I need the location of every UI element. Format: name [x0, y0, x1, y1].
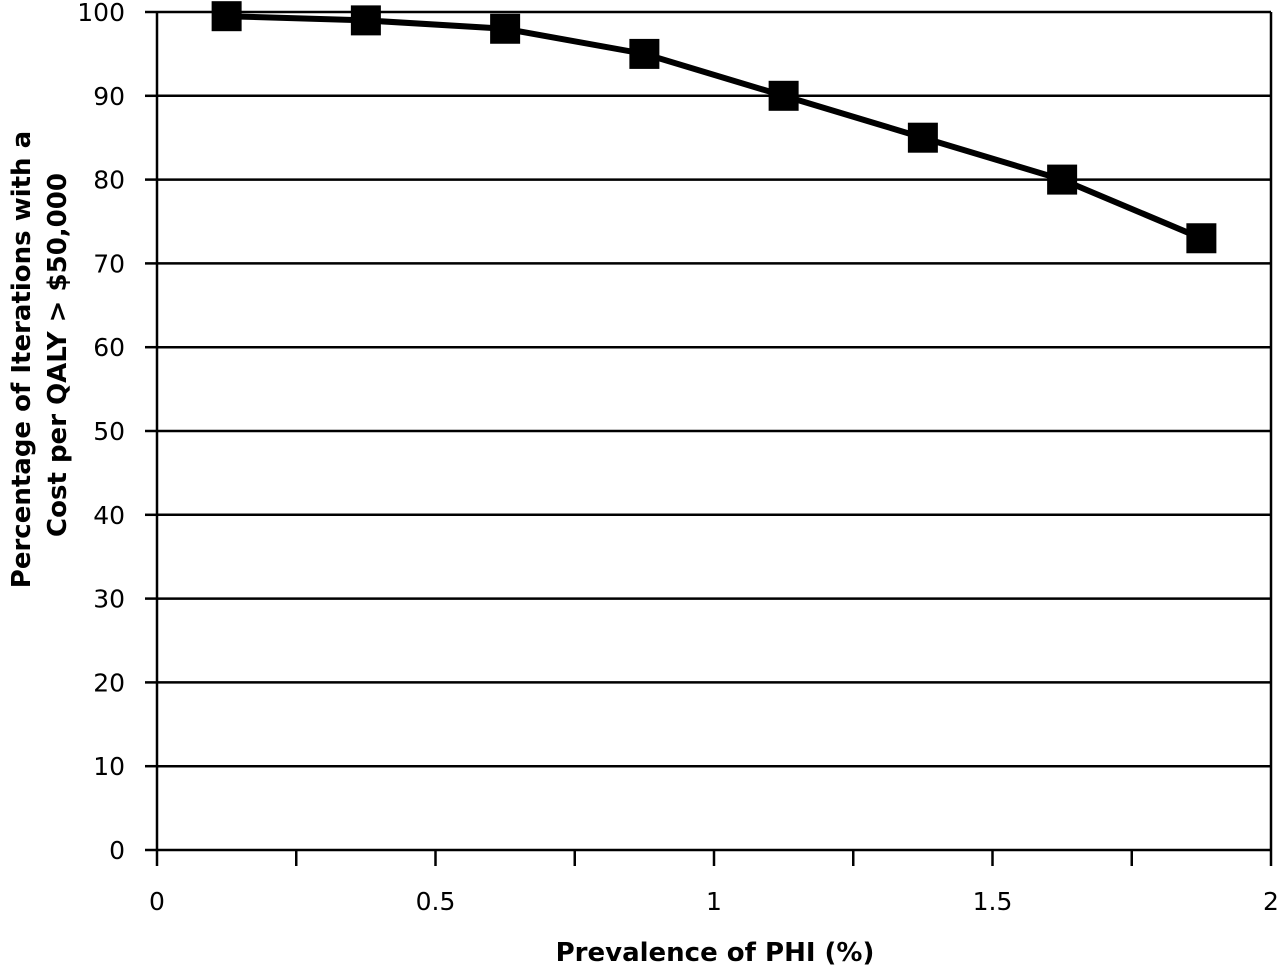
series-group	[211, 1, 1217, 254]
x-axis-title: Prevalence of PHI (%)	[556, 938, 875, 968]
y-tick-label-60: 60	[93, 333, 125, 362]
data-point-7	[1186, 223, 1217, 254]
y-tick-labels: 0 10 20 30 40 50 60 70 80 90 100	[77, 0, 125, 865]
data-point-4	[768, 80, 799, 111]
gridlines	[157, 10, 1271, 768]
data-point-0	[211, 1, 242, 32]
x-tick-label-2: 2	[1263, 887, 1279, 916]
y-tick-label-10: 10	[93, 752, 125, 781]
x-tick-label-1.5: 1.5	[973, 887, 1013, 916]
y-tick-label-0: 0	[109, 836, 125, 865]
y-tick-label-50: 50	[93, 417, 125, 446]
y-tick-label-70: 70	[93, 249, 125, 278]
y-tick-label-100: 100	[77, 0, 125, 27]
y-axis-title: Percentage of Iterations with a Cost per…	[7, 122, 73, 588]
x-tick-labels: 0 0.5 1 1.5 2	[149, 887, 1279, 916]
y-tick-label-80: 80	[93, 166, 125, 195]
y-tick-label-20: 20	[93, 668, 125, 697]
y-tick-label-90: 90	[93, 82, 125, 111]
x-tick-label-0: 0	[149, 887, 165, 916]
x-ticks	[155, 850, 1273, 866]
data-point-3	[629, 38, 660, 69]
x-tick-label-1: 1	[706, 887, 722, 916]
y-axis-title-line-2: Cost per QALY > $50,000	[43, 173, 73, 537]
y-axis-title-line-1: Percentage of Iterations with a	[7, 131, 37, 588]
series-line-0	[226, 13, 1203, 242]
x-tick-label-0.5: 0.5	[416, 887, 456, 916]
y-tick-label-40: 40	[93, 501, 125, 530]
data-point-2	[490, 13, 521, 44]
data-point-1	[350, 5, 381, 36]
data-point-6	[1047, 164, 1078, 195]
data-point-5	[907, 122, 938, 153]
y-tick-label-30: 30	[93, 585, 125, 614]
